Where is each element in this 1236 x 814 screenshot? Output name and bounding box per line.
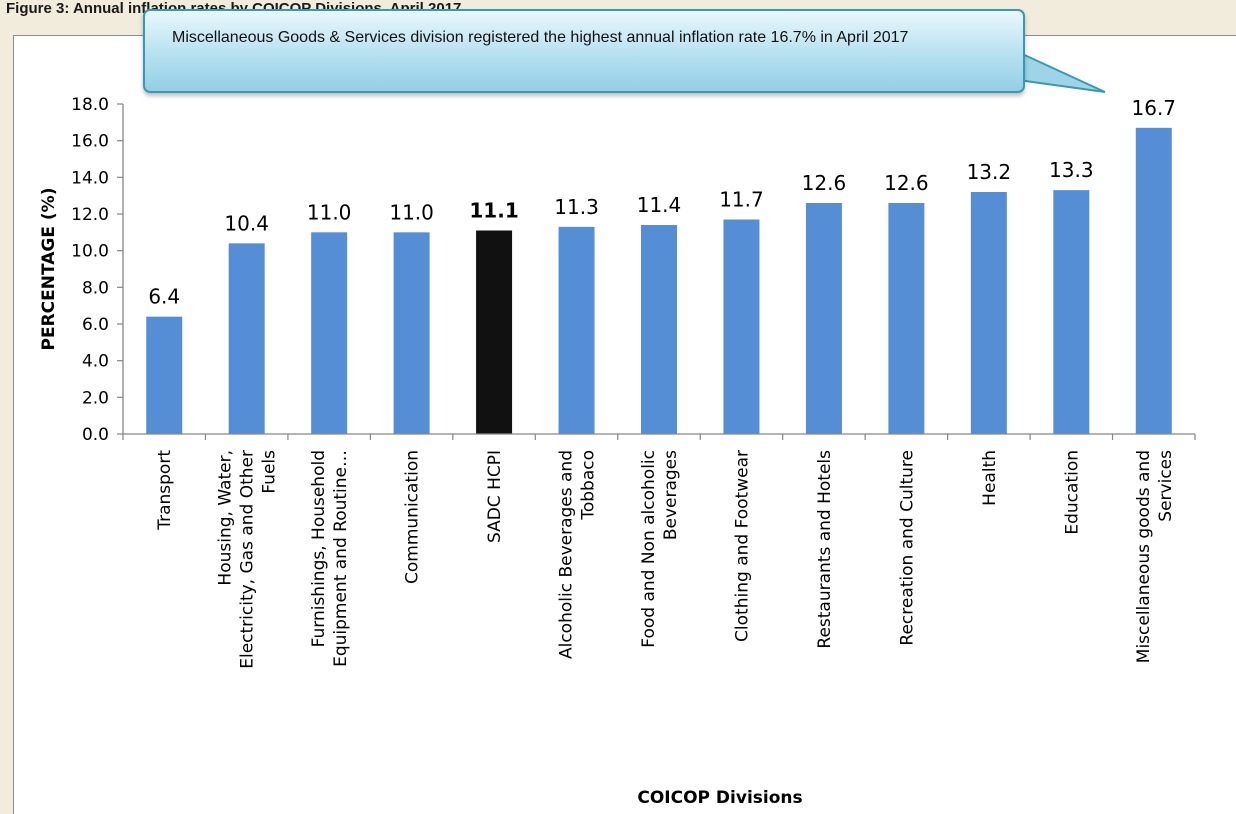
- x-axis-tick-labels: Transport Housing, Water, Electricity, Gas…: [155, 450, 1176, 669]
- category-label-line: Alcoholic Beverages and: [557, 450, 577, 659]
- category-label-line: Electricity, Gas and Other: [238, 450, 258, 669]
- bar-clothing-and-footwear: [723, 219, 760, 434]
- category-label-health: Health: [980, 450, 1000, 506]
- data-label-food-and-non-alcoholic-beverages: 11.4: [637, 193, 682, 217]
- y-tick-label: 2.0: [82, 388, 109, 408]
- data-label-furnishings-household-equipment-and-routine: 11.0: [307, 200, 352, 224]
- category-label-line: Equipment and Routine…: [331, 450, 351, 667]
- bar-education: [1053, 190, 1090, 434]
- category-label-line: Furnishings, Household: [309, 450, 329, 647]
- category-label-line: Recreation and Culture: [897, 450, 917, 646]
- category-label-sadc-hcpi: SADC HCPI: [485, 450, 505, 543]
- category-label-restaurants-and-hotels: Restaurants and Hotels: [815, 450, 835, 649]
- bar-sadc-hcpi: [476, 230, 513, 434]
- y-tick-label: 16.0: [71, 132, 109, 152]
- data-label-clothing-and-footwear: 11.7: [719, 188, 764, 212]
- data-label-alcoholic-beverages-and-tobbaco: 11.3: [554, 195, 599, 219]
- category-label-line: Food and Non alcoholic: [639, 450, 659, 648]
- category-label-housing-water-electricity-gas-and-other-fuels: Housing, Water, Electricity, Gas and Othe…: [216, 450, 280, 669]
- data-label-sadc-hcpi: 11.1: [469, 199, 518, 223]
- category-label-line: Health: [980, 450, 1000, 506]
- data-label-transport: 6.4: [148, 285, 180, 309]
- category-label-line: Communication: [403, 450, 423, 584]
- y-axis-title: PERCENTAGE (%): [39, 188, 59, 351]
- category-label-communication: Communication: [403, 450, 423, 584]
- y-axis-ticks: 0.0 2.0 4.0 6.0 8.0 10.0 12.0 14.0 16.0 18.0: [71, 95, 1196, 445]
- category-label-clothing-and-footwear: Clothing and Footwear: [732, 450, 752, 642]
- bar-transport: [146, 316, 183, 434]
- bar-communication: [393, 232, 430, 434]
- chart-panel: [13, 35, 1236, 814]
- data-label-restaurants-and-hotels: 12.6: [802, 171, 847, 195]
- bar-recreation-and-culture: [888, 203, 925, 434]
- bar-food-and-non-alcoholic-beverages: [641, 225, 677, 434]
- category-label-alcoholic-beverages-and-tobbaco: Alcoholic Beverages and Tobbaco: [557, 450, 599, 659]
- bar-health: [970, 192, 1007, 434]
- category-label-line: Restaurants and Hotels: [815, 450, 835, 649]
- x-axis-title: COICOP Divisions: [637, 788, 802, 808]
- y-tick-label: 0.0: [82, 425, 109, 445]
- category-label-miscellaneous-goods-and-services: Miscellaneous goods and Services: [1134, 450, 1176, 663]
- category-label-line: Housing, Water,: [216, 450, 236, 586]
- category-label-line: Fuels: [260, 450, 280, 494]
- bar-furnishings-household-equipment-and-routine: [311, 232, 348, 434]
- category-label-line: Miscellaneous goods and: [1134, 450, 1154, 663]
- y-tick-label: 8.0: [82, 278, 109, 298]
- data-label-education: 13.3: [1049, 158, 1094, 182]
- category-label-line: Tobbaco: [579, 450, 599, 521]
- category-label-transport: Transport: [155, 450, 175, 531]
- y-tick-label: 4.0: [82, 352, 109, 372]
- category-label-line: Transport: [155, 450, 175, 531]
- data-label-miscellaneous-goods-and-services: 16.7: [1132, 96, 1177, 120]
- category-label-recreation-and-culture: Recreation and Culture: [897, 450, 917, 646]
- bar-alcoholic-beverages-and-tobbaco: [558, 226, 595, 434]
- data-label-housing-water-electricity-gas-and-other-fuels: 10.4: [224, 211, 269, 235]
- category-label-line: Clothing and Footwear: [732, 450, 752, 642]
- category-label-line: Education: [1062, 450, 1082, 535]
- y-tick-label: 6.0: [82, 315, 109, 335]
- bar-housing-water-electricity-gas-and-other-fuels: [228, 243, 265, 434]
- category-label-line: Services: [1156, 450, 1176, 522]
- category-label-education: Education: [1062, 450, 1082, 535]
- category-label-line: Beverages: [661, 450, 681, 540]
- callout-text: Miscellaneous Goods & Services division …: [172, 29, 909, 46]
- y-tick-label: 14.0: [71, 168, 109, 188]
- category-label-furnishings-household-equipment-and-routine: Furnishings, Household Equipment and Rout…: [309, 450, 351, 667]
- y-tick-label: 12.0: [71, 205, 109, 225]
- data-label-communication: 11.0: [389, 200, 434, 224]
- y-tick-label: 18.0: [71, 95, 109, 115]
- category-label-food-and-non-alcoholic-beverages: Food and Non alcoholic Beverages: [639, 450, 681, 648]
- bar-restaurants-and-hotels: [805, 203, 842, 434]
- callout-box: [143, 9, 1025, 93]
- data-label-recreation-and-culture: 12.6: [884, 171, 929, 195]
- category-label-line: SADC HCPI: [485, 450, 505, 543]
- bars: [146, 127, 1172, 434]
- data-labels: 6.4 10.4 11.0 11.0 11.1 11.3 11.4 11.7 12.6 12.6 1…: [148, 96, 1176, 309]
- y-tick-label: 10.0: [71, 242, 109, 262]
- data-label-health: 13.2: [967, 160, 1012, 184]
- bar-miscellaneous-goods-and-services: [1135, 127, 1172, 434]
